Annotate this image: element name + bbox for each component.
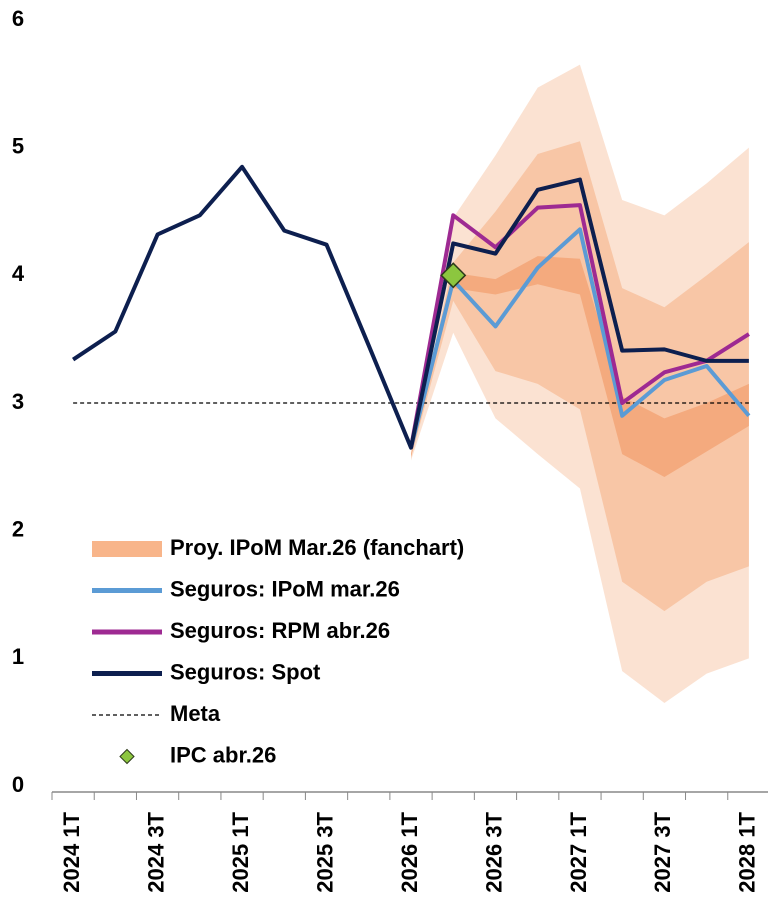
legend-label: Proy. IPoM Mar.26 (fanchart) bbox=[170, 535, 464, 560]
data-point bbox=[440, 262, 467, 289]
legend-swatch bbox=[92, 541, 162, 557]
legend-label: Seguros: RPM abr.26 bbox=[170, 618, 390, 643]
fan-band bbox=[411, 141, 749, 612]
legend-label: Seguros: IPoM mar.26 bbox=[170, 576, 400, 601]
fan-band bbox=[411, 256, 749, 478]
legend-label: Seguros: Spot bbox=[170, 659, 321, 684]
x-tick-label: 2025 1T bbox=[228, 811, 253, 892]
x-tick-label: 2027 1T bbox=[566, 811, 591, 892]
y-tick-label: 3 bbox=[12, 389, 24, 414]
x-tick-label: 2028 1T bbox=[735, 811, 760, 892]
y-tick-label: 0 bbox=[12, 772, 24, 797]
legend-label: IPC abr.26 bbox=[170, 742, 276, 767]
x-tick-label: 2026 3T bbox=[481, 811, 506, 892]
x-tick-label: 2026 1T bbox=[397, 811, 422, 892]
x-tick-label: 2025 3T bbox=[312, 811, 337, 892]
y-tick-label: 4 bbox=[12, 261, 25, 286]
x-tick-label: 2027 3T bbox=[650, 811, 675, 892]
series-line bbox=[72, 164, 749, 450]
legend-label: Meta bbox=[170, 701, 221, 726]
y-tick-label: 6 bbox=[12, 6, 24, 31]
series-line bbox=[409, 227, 751, 449]
y-tick-label: 5 bbox=[12, 133, 24, 158]
y-tick-label: 1 bbox=[12, 644, 24, 669]
x-tick-label: 2024 3T bbox=[143, 811, 168, 892]
y-tick-label: 2 bbox=[12, 516, 24, 541]
legend-swatch bbox=[119, 748, 135, 765]
x-tick-label: 2024 1T bbox=[59, 811, 84, 892]
series-line bbox=[409, 203, 750, 449]
